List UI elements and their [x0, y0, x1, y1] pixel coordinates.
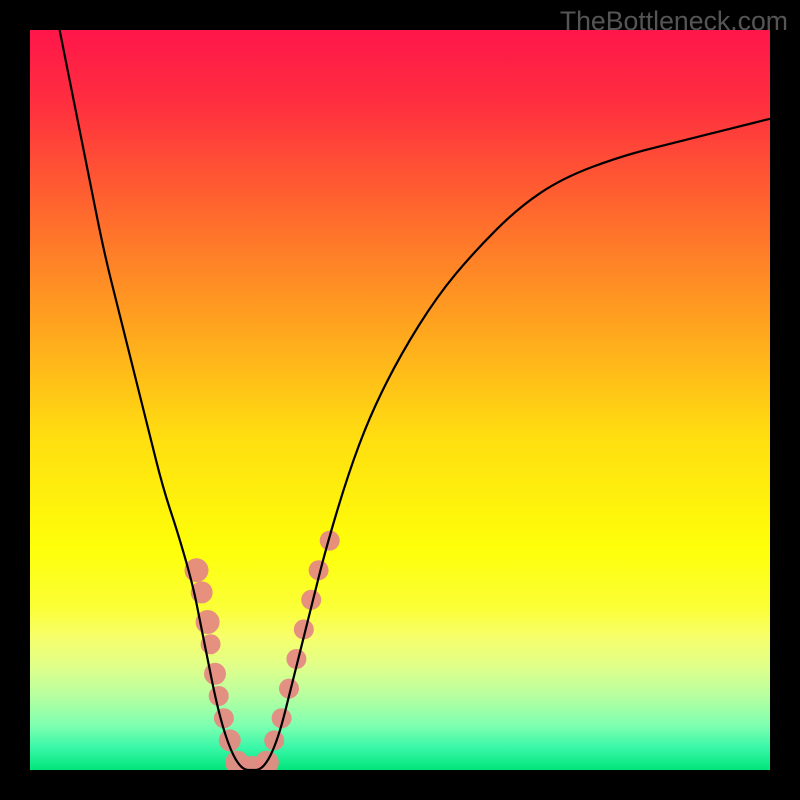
bottleneck-chart [0, 0, 800, 800]
watermark-text: TheBottleneck.com [560, 6, 788, 37]
border-left [0, 0, 30, 800]
border-bottom [0, 770, 800, 800]
chart-frame: TheBottleneck.com [0, 0, 800, 800]
border-right [770, 0, 800, 800]
